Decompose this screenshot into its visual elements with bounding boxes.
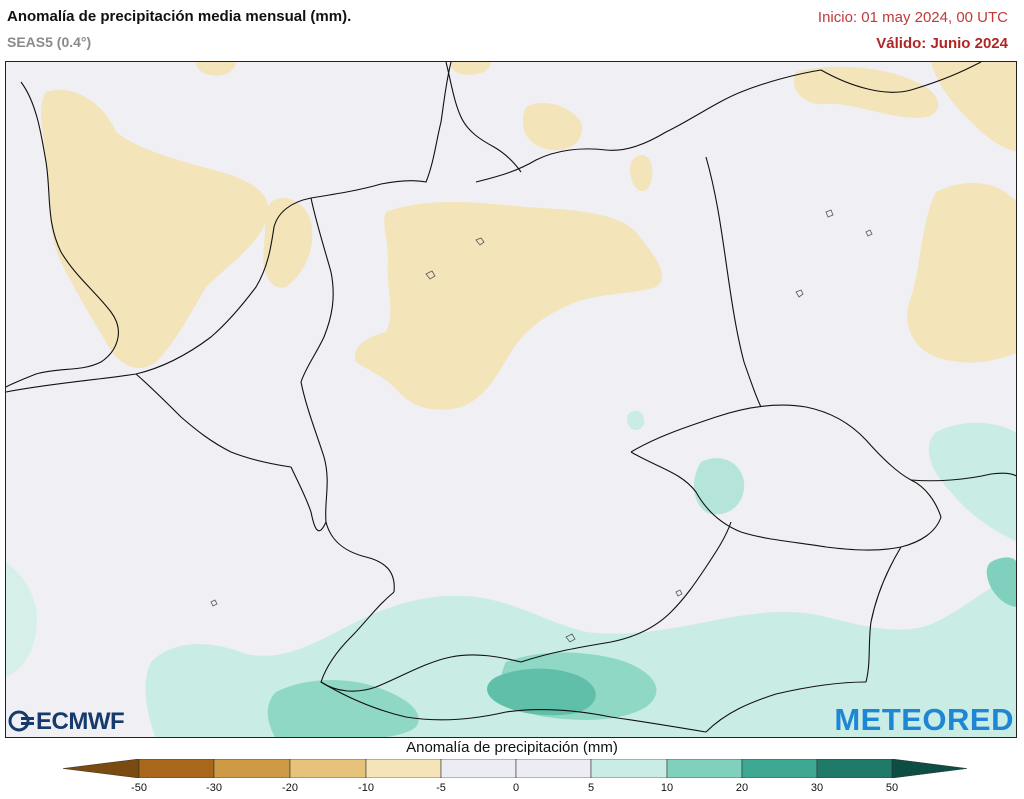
border-austria-hungary [865, 546, 902, 683]
tick-label: 20 [735, 782, 749, 794]
border-germany-west [300, 381, 395, 593]
lake-5 [795, 289, 804, 298]
tick-label: 0 [512, 782, 520, 794]
tick-label: -50 [131, 782, 147, 794]
tick-label: -20 [282, 782, 298, 794]
meteored-logo[interactable]: METEORED [834, 702, 1014, 737]
colorbar-arrow-right [891, 759, 967, 778]
precipitation-anomaly-map[interactable] [5, 61, 1017, 738]
dry-area-small-3 [196, 62, 236, 76]
colorbar-bin-10 [816, 759, 893, 778]
dry-area-denmark [522, 102, 582, 151]
ecmwf-logo[interactable]: ECMWF [8, 708, 125, 736]
wet-anomaly-areas [6, 410, 1016, 737]
border-italy-north [320, 681, 707, 733]
border-germany-poland [705, 156, 762, 408]
ecmwf-logo-text: ECMWF [36, 708, 125, 735]
wet-area-north-dot [627, 410, 645, 430]
wet-area-alps-mid [267, 680, 419, 737]
lake-7 [565, 633, 576, 643]
tick-label: 30 [810, 782, 824, 794]
lake-1 [425, 270, 436, 280]
border-netherlands-germany [300, 197, 334, 383]
lakes [210, 209, 873, 643]
wet-area-alps-dark [487, 668, 596, 716]
wet-area-east-mid [986, 557, 1016, 607]
border-poland-slovakia [910, 472, 1016, 482]
tick-label: 5 [587, 782, 595, 794]
border-slovenia [705, 681, 867, 733]
colorbar-bin-6 [515, 759, 592, 778]
lake-2 [475, 237, 485, 246]
lake-8 [675, 589, 683, 597]
wet-area-east [928, 422, 1016, 542]
colorbar-bin-5 [440, 759, 517, 778]
colorbar-bin-4 [365, 759, 442, 778]
tick-label: 10 [660, 782, 674, 794]
tick-label: -5 [436, 782, 446, 794]
wet-area-southwest [6, 562, 37, 677]
map-title: Anomalía de precipitación media mensual … [7, 8, 352, 25]
colorbar [63, 759, 967, 778]
lake-3 [825, 209, 834, 218]
colorbar-bin-8 [666, 759, 743, 778]
dry-area-baltic-north [794, 66, 939, 118]
legend-title: Anomalía de precipitación (mm) [406, 739, 618, 756]
model-label: SEAS5 (0.4°) [7, 34, 92, 50]
tick-label: -30 [206, 782, 222, 794]
colorbar-bin-3 [289, 759, 367, 778]
dry-area-small-1 [630, 154, 653, 192]
border-luxembourg [290, 466, 327, 532]
map-canvas [6, 62, 1016, 737]
colorbar-bin-1 [138, 759, 215, 778]
colorbar-arrow-left [63, 759, 140, 778]
dry-area-britain [41, 89, 269, 369]
coastline-baltic-east [820, 62, 982, 93]
border-austria-germany [520, 521, 732, 663]
dry-area-small-2 [450, 62, 491, 75]
ecmwf-mark-icon [8, 710, 34, 732]
dry-area-poland-east [907, 182, 1016, 363]
colorbar-ticks: -50 -30 -20 -10 -5 0 5 10 20 30 50 [0, 782, 1024, 798]
border-france-belgium [135, 373, 292, 468]
lake-6 [210, 599, 218, 607]
coastline-britain [6, 81, 119, 388]
coastline-baltic-south [475, 69, 822, 183]
lake-4 [865, 229, 873, 237]
wet-area-czech [693, 458, 745, 515]
dry-area-germany-north [355, 202, 663, 410]
dry-area-netherlands [263, 198, 313, 288]
border-switzerland [320, 591, 522, 692]
valid-period: Válido: Junio 2024 [876, 35, 1008, 52]
coastline-continent-west [6, 62, 452, 393]
borders [6, 62, 1016, 733]
dry-anomaly-areas [41, 62, 1016, 410]
coastline-denmark [445, 62, 522, 173]
tick-label: -10 [358, 782, 374, 794]
init-date: Inicio: 01 may 2024, 00 UTC [817, 9, 1008, 26]
border-czech [630, 404, 942, 551]
dry-area-scandinavia [931, 62, 1016, 152]
colorbar-bin-7 [590, 759, 668, 778]
tick-label: 50 [885, 782, 899, 794]
colorbar-bin-9 [741, 759, 818, 778]
colorbar-bin-2 [213, 759, 291, 778]
